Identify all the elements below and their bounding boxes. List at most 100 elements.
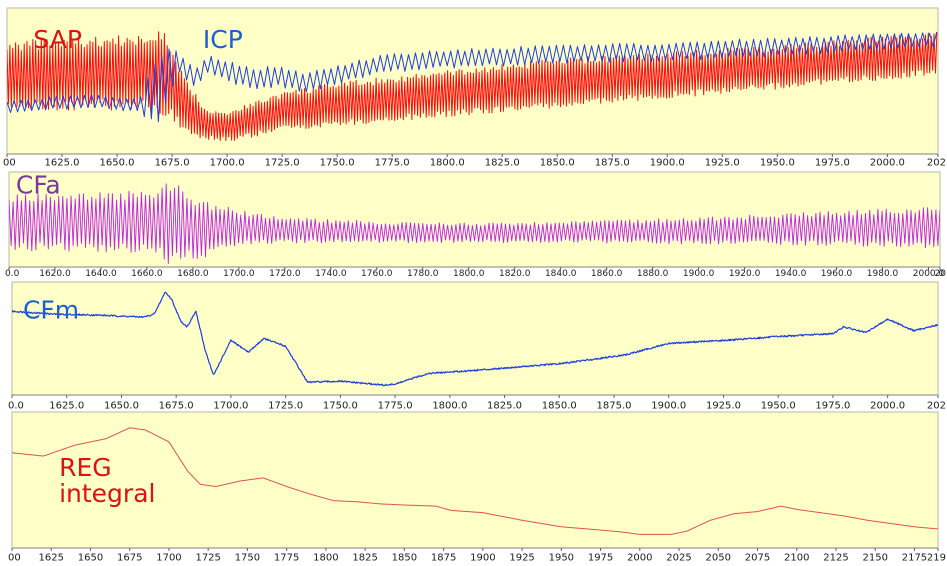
x-tick-label: 1960.0 xyxy=(821,269,853,279)
traces xyxy=(9,183,940,264)
cfa-panel: 0.0 1620.0 1640.0 1660.0 1680.0 1700.0 1720.0 1… xyxy=(5,170,946,279)
x-tick-label: 20 xyxy=(935,269,947,279)
series-line-1 xyxy=(7,31,938,142)
traces xyxy=(12,291,938,387)
x-tick-label: 2000.0 xyxy=(870,401,905,412)
x-tick-label: 1640.0 xyxy=(85,269,117,279)
trace-label-cfa: CFa xyxy=(16,170,61,199)
x-tick-label: 1775.0 xyxy=(378,401,413,412)
series-line-1 xyxy=(12,291,938,387)
series-line-1 xyxy=(9,183,940,264)
x-tick-label: 2075 xyxy=(745,553,770,564)
x-tick-label: 1980.0 xyxy=(867,269,899,279)
x-tick-label: 1750.0 xyxy=(323,401,358,412)
x-tick-label: 0.0 xyxy=(8,401,24,412)
x-tick-label: 1825 xyxy=(352,553,377,564)
x-tick-label: 1950 xyxy=(549,553,574,564)
x-tick-label: 1700.0 xyxy=(223,269,255,279)
x-tick-label: 1850.0 xyxy=(540,158,575,169)
x-tick-label: 1800.0 xyxy=(430,158,465,169)
x-tick-label: 1875.0 xyxy=(595,158,630,169)
x-tick-label: 0.0 xyxy=(5,269,20,279)
trace-label-icp: ICP xyxy=(203,25,243,54)
x-tick-label: 1700.0 xyxy=(213,401,248,412)
x-tick-label: 1725.0 xyxy=(268,401,303,412)
x-tick-label: 1825.0 xyxy=(487,401,522,412)
x-tick-label: 00 xyxy=(3,158,16,169)
reg-integral-panel: 00 1625 1650 1675 1700 1725 1750 1775 1800 1825 18… xyxy=(8,411,946,564)
x-tick-label: 1725 xyxy=(195,553,220,564)
x-tick-label: 2000.0 xyxy=(913,269,945,279)
x-tick-label: 1875.0 xyxy=(597,401,632,412)
x-tick-label: 2000.0 xyxy=(870,158,905,169)
x-tick-label: 1920.0 xyxy=(729,269,761,279)
x-tick-label: 1700.0 xyxy=(210,158,245,169)
x-tick-label: 1760.0 xyxy=(361,269,393,279)
plot-area xyxy=(11,281,939,396)
x-tick-label: 1750.0 xyxy=(320,158,355,169)
trace-label-reg: REG xyxy=(59,453,112,482)
x-tick-label: 1900 xyxy=(470,553,495,564)
x-tick-label: 1750 xyxy=(235,553,260,564)
x-tick-label: 1675.0 xyxy=(155,158,190,169)
x-tick-label: 2025 xyxy=(666,553,691,564)
x-tick-label: 1725.0 xyxy=(265,158,300,169)
x-tick-label: 1950.0 xyxy=(761,401,796,412)
x-tick-label: 1675.0 xyxy=(159,401,194,412)
x-tick-label: 1800.0 xyxy=(453,269,485,279)
trace-label-integral: integral xyxy=(59,479,155,508)
x-tick-label: 1975 xyxy=(588,553,613,564)
x-tick-label: 1650 xyxy=(78,553,103,564)
x-tick-label: 1860.0 xyxy=(591,269,623,279)
x-tick-label: 1880.0 xyxy=(637,269,669,279)
x-tick-label: 1875 xyxy=(431,553,456,564)
x-tick-label: 2150 xyxy=(862,553,887,564)
x-tick-label: 1720.0 xyxy=(269,269,301,279)
x-tick-label: 1625 xyxy=(39,553,64,564)
x-tick-label: 00 xyxy=(8,553,21,564)
x-tick-label: 2100 xyxy=(784,553,809,564)
x-tick-label: 1625.0 xyxy=(45,158,80,169)
x-tick-label: 1975.0 xyxy=(815,401,850,412)
x-tick-label: 1775 xyxy=(274,553,299,564)
x-tick-label: 1650.0 xyxy=(104,401,139,412)
x-tick-label: 1925.0 xyxy=(706,401,741,412)
x-tick-label: 1800.0 xyxy=(432,401,467,412)
cfm-panel: 0.0 1625.0 1650.0 1675.0 1700.0 1725.0 1750.0 1… xyxy=(8,281,946,412)
traces xyxy=(12,427,938,535)
x-tick-label: 1625.0 xyxy=(49,401,84,412)
x-tick-label: 1925.0 xyxy=(705,158,740,169)
x-tick-label: 2175 xyxy=(902,553,927,564)
x-tick-label: 1900.0 xyxy=(683,269,715,279)
x-tick-label: 1700 xyxy=(156,553,181,564)
x-tick-label: 219 xyxy=(927,553,946,564)
x-tick-label: 1925 xyxy=(509,553,534,564)
sap-icp-panel: 00 1625.0 1650.0 1675.0 1700.0 1725.0 1750.0 17… xyxy=(3,7,946,169)
x-tick-label: 1820.0 xyxy=(499,269,531,279)
x-tick-label: 1850.0 xyxy=(542,401,577,412)
x-tick-label: 1900.0 xyxy=(650,158,685,169)
x-tick-label: 1675 xyxy=(117,553,142,564)
x-tick-label: 1740.0 xyxy=(315,269,347,279)
x-tick-label: 202 xyxy=(927,401,946,412)
x-tick-label: 1950.0 xyxy=(760,158,795,169)
x-tick-label: 1900.0 xyxy=(651,401,686,412)
x-tick-label: 1825.0 xyxy=(485,158,520,169)
x-tick-label: 1780.0 xyxy=(407,269,439,279)
x-tick-label: 1800 xyxy=(313,553,338,564)
x-tick-label: 1940.0 xyxy=(775,269,807,279)
x-tick-label: 2050 xyxy=(706,553,731,564)
series-line-2 xyxy=(7,31,938,123)
x-tick-label: 1850 xyxy=(392,553,417,564)
x-tick-label: 1775.0 xyxy=(375,158,410,169)
x-tick-label: 202 xyxy=(927,158,946,169)
x-tick-label: 1660.0 xyxy=(131,269,163,279)
x-tick-label: 2000 xyxy=(627,553,652,564)
x-tick-label: 1840.0 xyxy=(545,269,577,279)
x-tick-label: 1650.0 xyxy=(100,158,135,169)
series-line-1 xyxy=(12,427,938,535)
plot-area xyxy=(11,411,939,549)
x-tick-label: 1680.0 xyxy=(177,269,209,279)
traces xyxy=(7,31,938,142)
